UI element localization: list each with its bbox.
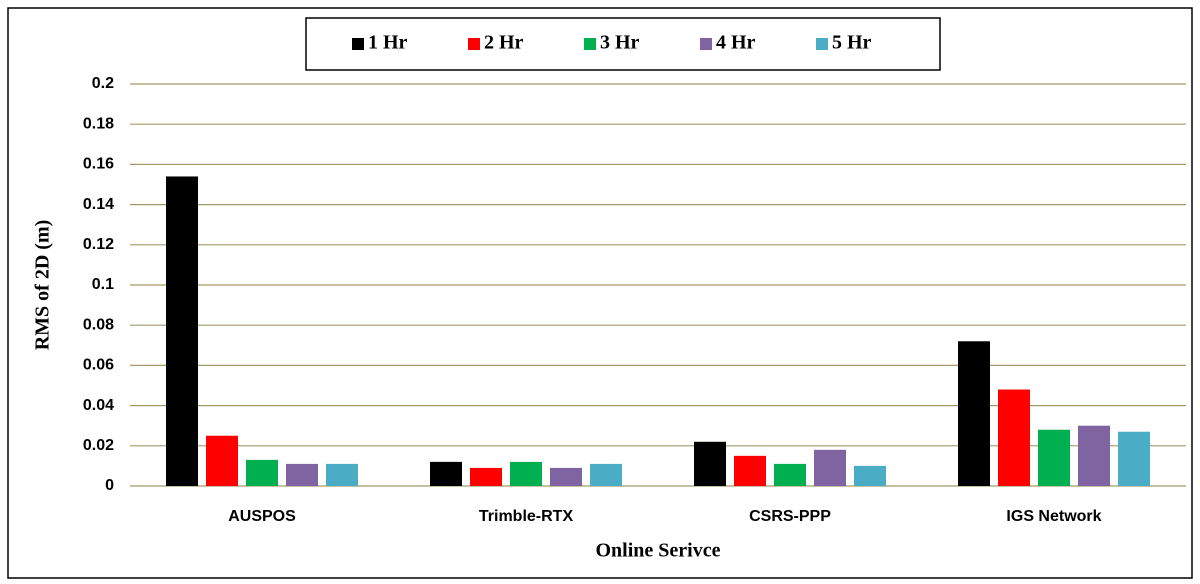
legend-label: 1 Hr <box>368 32 408 54</box>
bar <box>1118 431 1150 486</box>
x-axis-title: Online Serivce <box>596 540 721 562</box>
bar <box>734 455 766 486</box>
bar <box>774 463 806 486</box>
bar <box>206 435 238 486</box>
legend-swatch <box>584 38 596 50</box>
y-tick-label: 0.14 <box>83 196 114 213</box>
legend-label: 5 Hr <box>832 32 872 54</box>
x-tick-label: CSRS-PPP <box>749 508 831 525</box>
bar <box>1038 429 1070 486</box>
legend-box <box>305 17 941 71</box>
bar <box>326 463 358 486</box>
bar <box>470 467 502 486</box>
bar <box>430 461 462 486</box>
bar <box>166 176 198 486</box>
legend-label: 2 Hr <box>484 32 524 54</box>
y-tick-label: 0.18 <box>83 115 114 132</box>
bar <box>246 459 278 486</box>
y-tick-label: 0 <box>105 477 114 494</box>
bar <box>286 463 318 486</box>
x-tick-label: AUSPOS <box>228 508 296 525</box>
bar <box>854 465 886 486</box>
legend-label: 4 Hr <box>716 32 756 54</box>
y-tick-label: 0.04 <box>83 397 114 414</box>
bar <box>998 389 1030 486</box>
y-axis-title: RMS of 2D (m) <box>32 220 54 351</box>
y-tick-label: 0.12 <box>83 236 114 253</box>
bar <box>590 463 622 486</box>
legend-swatch <box>468 38 480 50</box>
bar <box>958 341 990 486</box>
legend-swatch <box>816 38 828 50</box>
x-tick-label: Trimble-RTX <box>479 508 574 525</box>
bar <box>510 461 542 486</box>
bar <box>1078 425 1110 486</box>
y-tick-label: 0.1 <box>92 276 114 293</box>
bar <box>550 467 582 486</box>
legend-swatch <box>352 38 364 50</box>
legend-label: 3 Hr <box>600 32 640 54</box>
bar <box>814 449 846 486</box>
bar <box>694 441 726 486</box>
y-tick-label: 0.08 <box>83 316 114 333</box>
y-tick-label: 0.02 <box>83 437 114 454</box>
y-tick-label: 0.16 <box>83 156 114 173</box>
x-tick-label: IGS Network <box>1006 508 1101 525</box>
y-tick-label: 0.2 <box>92 75 114 92</box>
y-tick-label: 0.06 <box>83 357 114 374</box>
legend-swatch <box>700 38 712 50</box>
